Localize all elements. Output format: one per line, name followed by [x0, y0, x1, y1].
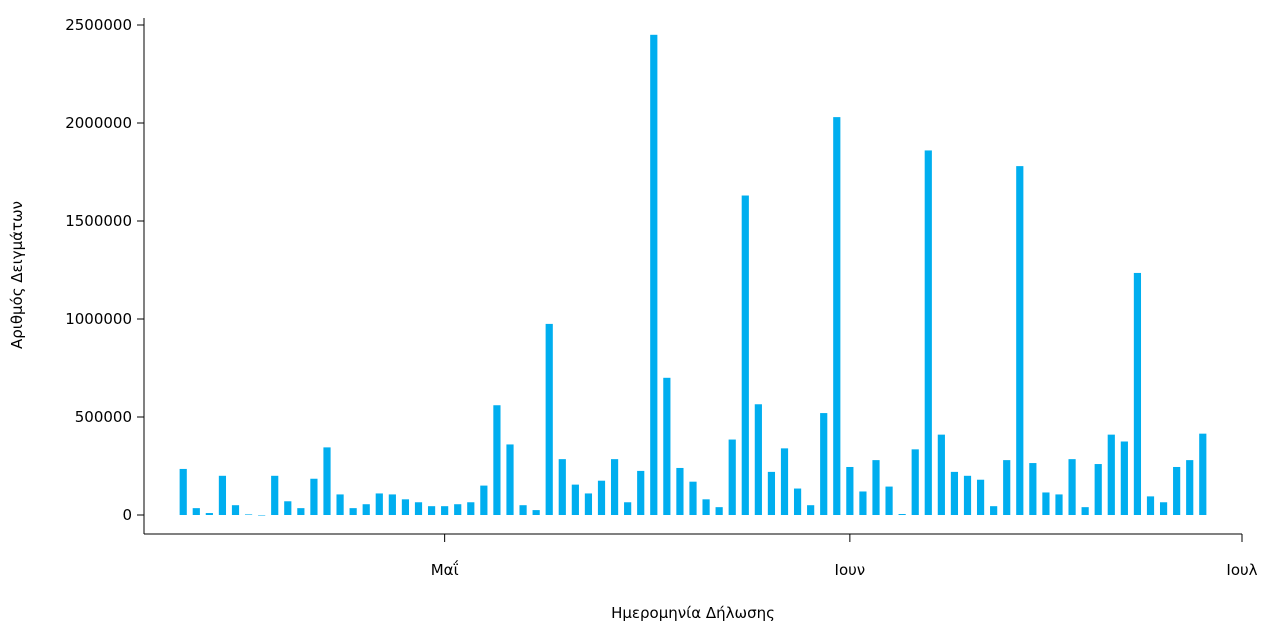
bar [898, 514, 906, 515]
bar [637, 470, 645, 515]
bar [218, 475, 227, 515]
bar [820, 413, 828, 515]
bar [349, 508, 357, 515]
bar [244, 514, 253, 515]
bar [702, 499, 710, 515]
bar [480, 485, 488, 515]
bar [911, 449, 919, 515]
bar [1107, 434, 1115, 515]
bar [336, 494, 344, 515]
bar [1029, 463, 1037, 515]
bar [1146, 496, 1155, 515]
bar [597, 480, 606, 515]
bar [885, 486, 893, 515]
bar [271, 475, 279, 515]
x-tick-label: Ιουλ [1226, 561, 1257, 579]
bar [767, 471, 776, 515]
bar [1055, 494, 1063, 515]
bar [793, 488, 802, 515]
x-tick-label: Μαΐ [431, 559, 459, 579]
bar [427, 506, 436, 515]
bar [467, 502, 475, 515]
bar [963, 475, 972, 515]
x-axis-title: Ημερομηνία Δήλωσης [611, 604, 775, 622]
bar [833, 117, 841, 516]
bar [807, 505, 815, 515]
bar [231, 505, 240, 515]
bar [624, 502, 632, 515]
bar [924, 150, 932, 515]
bar [584, 493, 593, 515]
bar [1173, 466, 1181, 515]
y-tick-label: 0 [122, 506, 132, 524]
bar [1159, 502, 1168, 515]
bar [676, 467, 684, 515]
bar [414, 502, 423, 515]
bar [1199, 433, 1207, 515]
bar [571, 484, 579, 515]
y-tick-label: 2500000 [65, 16, 132, 34]
y-axis-title: Αριθμός Δειγμάτων [8, 201, 26, 349]
bar [728, 439, 736, 515]
bar [872, 460, 880, 515]
bar [362, 504, 370, 515]
bar [1081, 507, 1089, 515]
bar [754, 404, 762, 515]
bar [1003, 460, 1011, 515]
bar [1042, 492, 1050, 515]
bar [663, 377, 671, 515]
y-axis: 0 500000 1000000 1500000 2000000 2500000 [65, 16, 145, 534]
bar [610, 459, 619, 515]
bar [179, 468, 187, 515]
x-axis: Μαΐ Ιουν Ιουλ [144, 533, 1258, 579]
bar [1186, 460, 1194, 515]
bar [297, 508, 305, 515]
bar [192, 508, 200, 515]
bar [846, 466, 854, 515]
bar [1094, 464, 1102, 515]
bar [780, 448, 789, 515]
y-tick-label: 1000000 [65, 310, 132, 328]
bar [976, 479, 985, 515]
y-tick-label: 1500000 [65, 212, 132, 230]
bar [1016, 166, 1024, 515]
y-tick-label: 2000000 [65, 114, 132, 132]
bars [179, 34, 1207, 516]
bar [258, 515, 266, 516]
x-tick-label: Ιουν [835, 561, 866, 579]
bar [519, 505, 527, 515]
bar [859, 491, 867, 515]
bar [937, 434, 945, 515]
bar [650, 34, 658, 516]
bar [493, 405, 501, 515]
bar [388, 494, 396, 515]
bar [506, 444, 514, 515]
bar [741, 195, 749, 515]
bar [441, 506, 449, 515]
bar [1133, 272, 1142, 515]
bar [689, 481, 697, 515]
bar [323, 447, 331, 515]
bar [545, 323, 553, 515]
bar [284, 501, 292, 515]
bar [715, 507, 723, 515]
bar [950, 471, 959, 515]
y-tick-label: 500000 [75, 408, 132, 426]
bar [375, 493, 383, 515]
bar [310, 478, 318, 515]
bar [990, 506, 998, 515]
bar [558, 459, 566, 515]
bar [532, 510, 540, 515]
bar [1120, 441, 1128, 515]
bar [205, 513, 213, 515]
bar [401, 499, 410, 515]
bar [454, 504, 462, 515]
bar [1068, 459, 1076, 515]
